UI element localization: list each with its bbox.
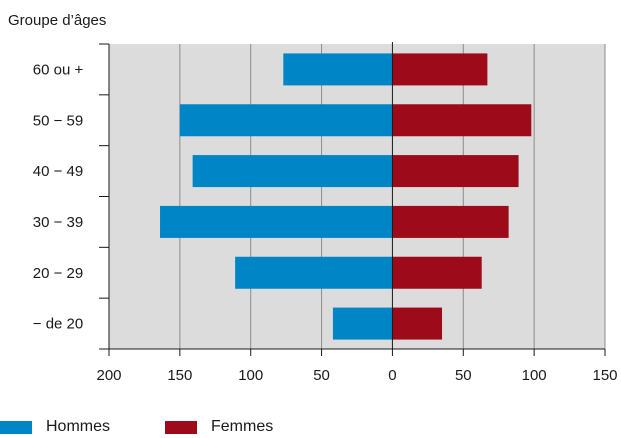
axes xyxy=(99,42,606,356)
bar-hommes-1 xyxy=(179,104,393,137)
x-tick-label: 100 xyxy=(238,367,263,384)
legend-item-hommes: Hommes xyxy=(0,418,110,436)
bar-femmes-3 xyxy=(392,205,509,238)
category-label: 60 ou + xyxy=(33,61,84,78)
bar-femmes-2 xyxy=(392,155,519,188)
chart-title: Groupe d’âges xyxy=(8,12,106,29)
x-tick-labels: 200 150 100 50 0 50 100 150 xyxy=(96,367,617,384)
bar-femmes-4 xyxy=(392,256,482,289)
legend-swatch-femmes xyxy=(165,420,197,434)
legend-swatch-hommes xyxy=(0,420,32,434)
bar-hommes-0 xyxy=(283,53,393,86)
x-tick-label: 50 xyxy=(313,367,330,384)
legend-label-hommes: Hommes xyxy=(46,418,111,435)
bar-hommes-4 xyxy=(235,256,393,289)
legend-label-femmes: Femmes xyxy=(211,418,274,435)
grid-lines xyxy=(108,44,606,349)
x-tick-label: 200 xyxy=(96,367,121,384)
bar-femmes-0 xyxy=(392,53,488,86)
bar-femmes-5 xyxy=(392,307,443,340)
bar-hommes-2 xyxy=(192,155,393,188)
category-label: 50 − 59 xyxy=(33,112,83,129)
category-label: 20 − 29 xyxy=(33,265,83,282)
x-tick-label: 150 xyxy=(592,367,617,384)
plot-background xyxy=(109,44,605,349)
x-tick-label: 150 xyxy=(167,367,192,384)
bar-hommes-3 xyxy=(160,205,393,238)
category-labels: 60 ou + 50 − 59 40 − 49 30 − 39 20 − 29 − de … xyxy=(33,61,84,332)
legend-item-femmes: Femmes xyxy=(165,418,273,436)
category-label: − de 20 xyxy=(33,316,83,333)
category-label: 40 − 49 xyxy=(33,163,83,180)
x-tick-label: 50 xyxy=(455,367,472,384)
bars xyxy=(160,53,532,340)
x-tick-label: 100 xyxy=(522,367,547,384)
bar-femmes-1 xyxy=(392,104,532,137)
x-tick-label: 0 xyxy=(388,367,396,384)
bar-hommes-5 xyxy=(332,307,393,340)
category-label: 30 − 39 xyxy=(33,214,83,231)
